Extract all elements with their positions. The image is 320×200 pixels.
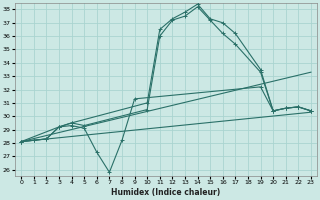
X-axis label: Humidex (Indice chaleur): Humidex (Indice chaleur) — [111, 188, 221, 197]
